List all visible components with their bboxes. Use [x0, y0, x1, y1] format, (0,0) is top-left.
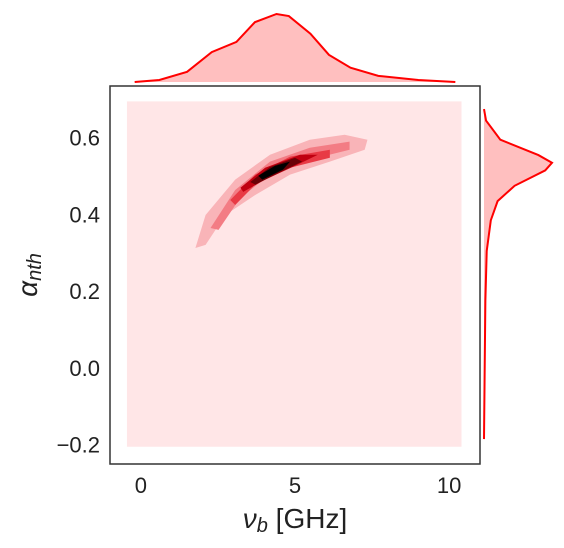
density-contour	[210, 141, 350, 230]
y-tick-label: 0.2	[69, 279, 100, 304]
marginal-x-line	[134, 12, 456, 83]
y-axis-label: αnth	[12, 253, 46, 297]
y-tick-label: 0.0	[69, 356, 100, 381]
plot-frame	[109, 85, 481, 465]
y-tick-label: −0.2	[57, 433, 100, 458]
x-axis-label: νb [GHz]	[243, 503, 347, 537]
marginal-y-area	[484, 109, 552, 440]
y-label-sub: nth	[24, 253, 46, 281]
x-tick-label: 0	[135, 473, 147, 498]
y-label-symbol: α	[12, 280, 43, 297]
density-contour	[240, 154, 318, 192]
x-tick-label: 10	[437, 473, 461, 498]
x-label-symbol: ν	[243, 503, 257, 534]
density-contour	[230, 149, 330, 205]
y-tick-label: 0.4	[69, 202, 100, 227]
y-tick-label: 0.6	[69, 126, 100, 151]
x-tick-label: 5	[289, 473, 301, 498]
density-contour	[195, 134, 368, 248]
density-contour	[258, 161, 291, 180]
density-contour	[126, 101, 462, 447]
x-label-sub: b	[257, 515, 268, 537]
marginal-y-line	[483, 108, 554, 440]
x-label-rest: [GHz]	[268, 503, 347, 534]
marginal-x-area	[134, 14, 456, 82]
